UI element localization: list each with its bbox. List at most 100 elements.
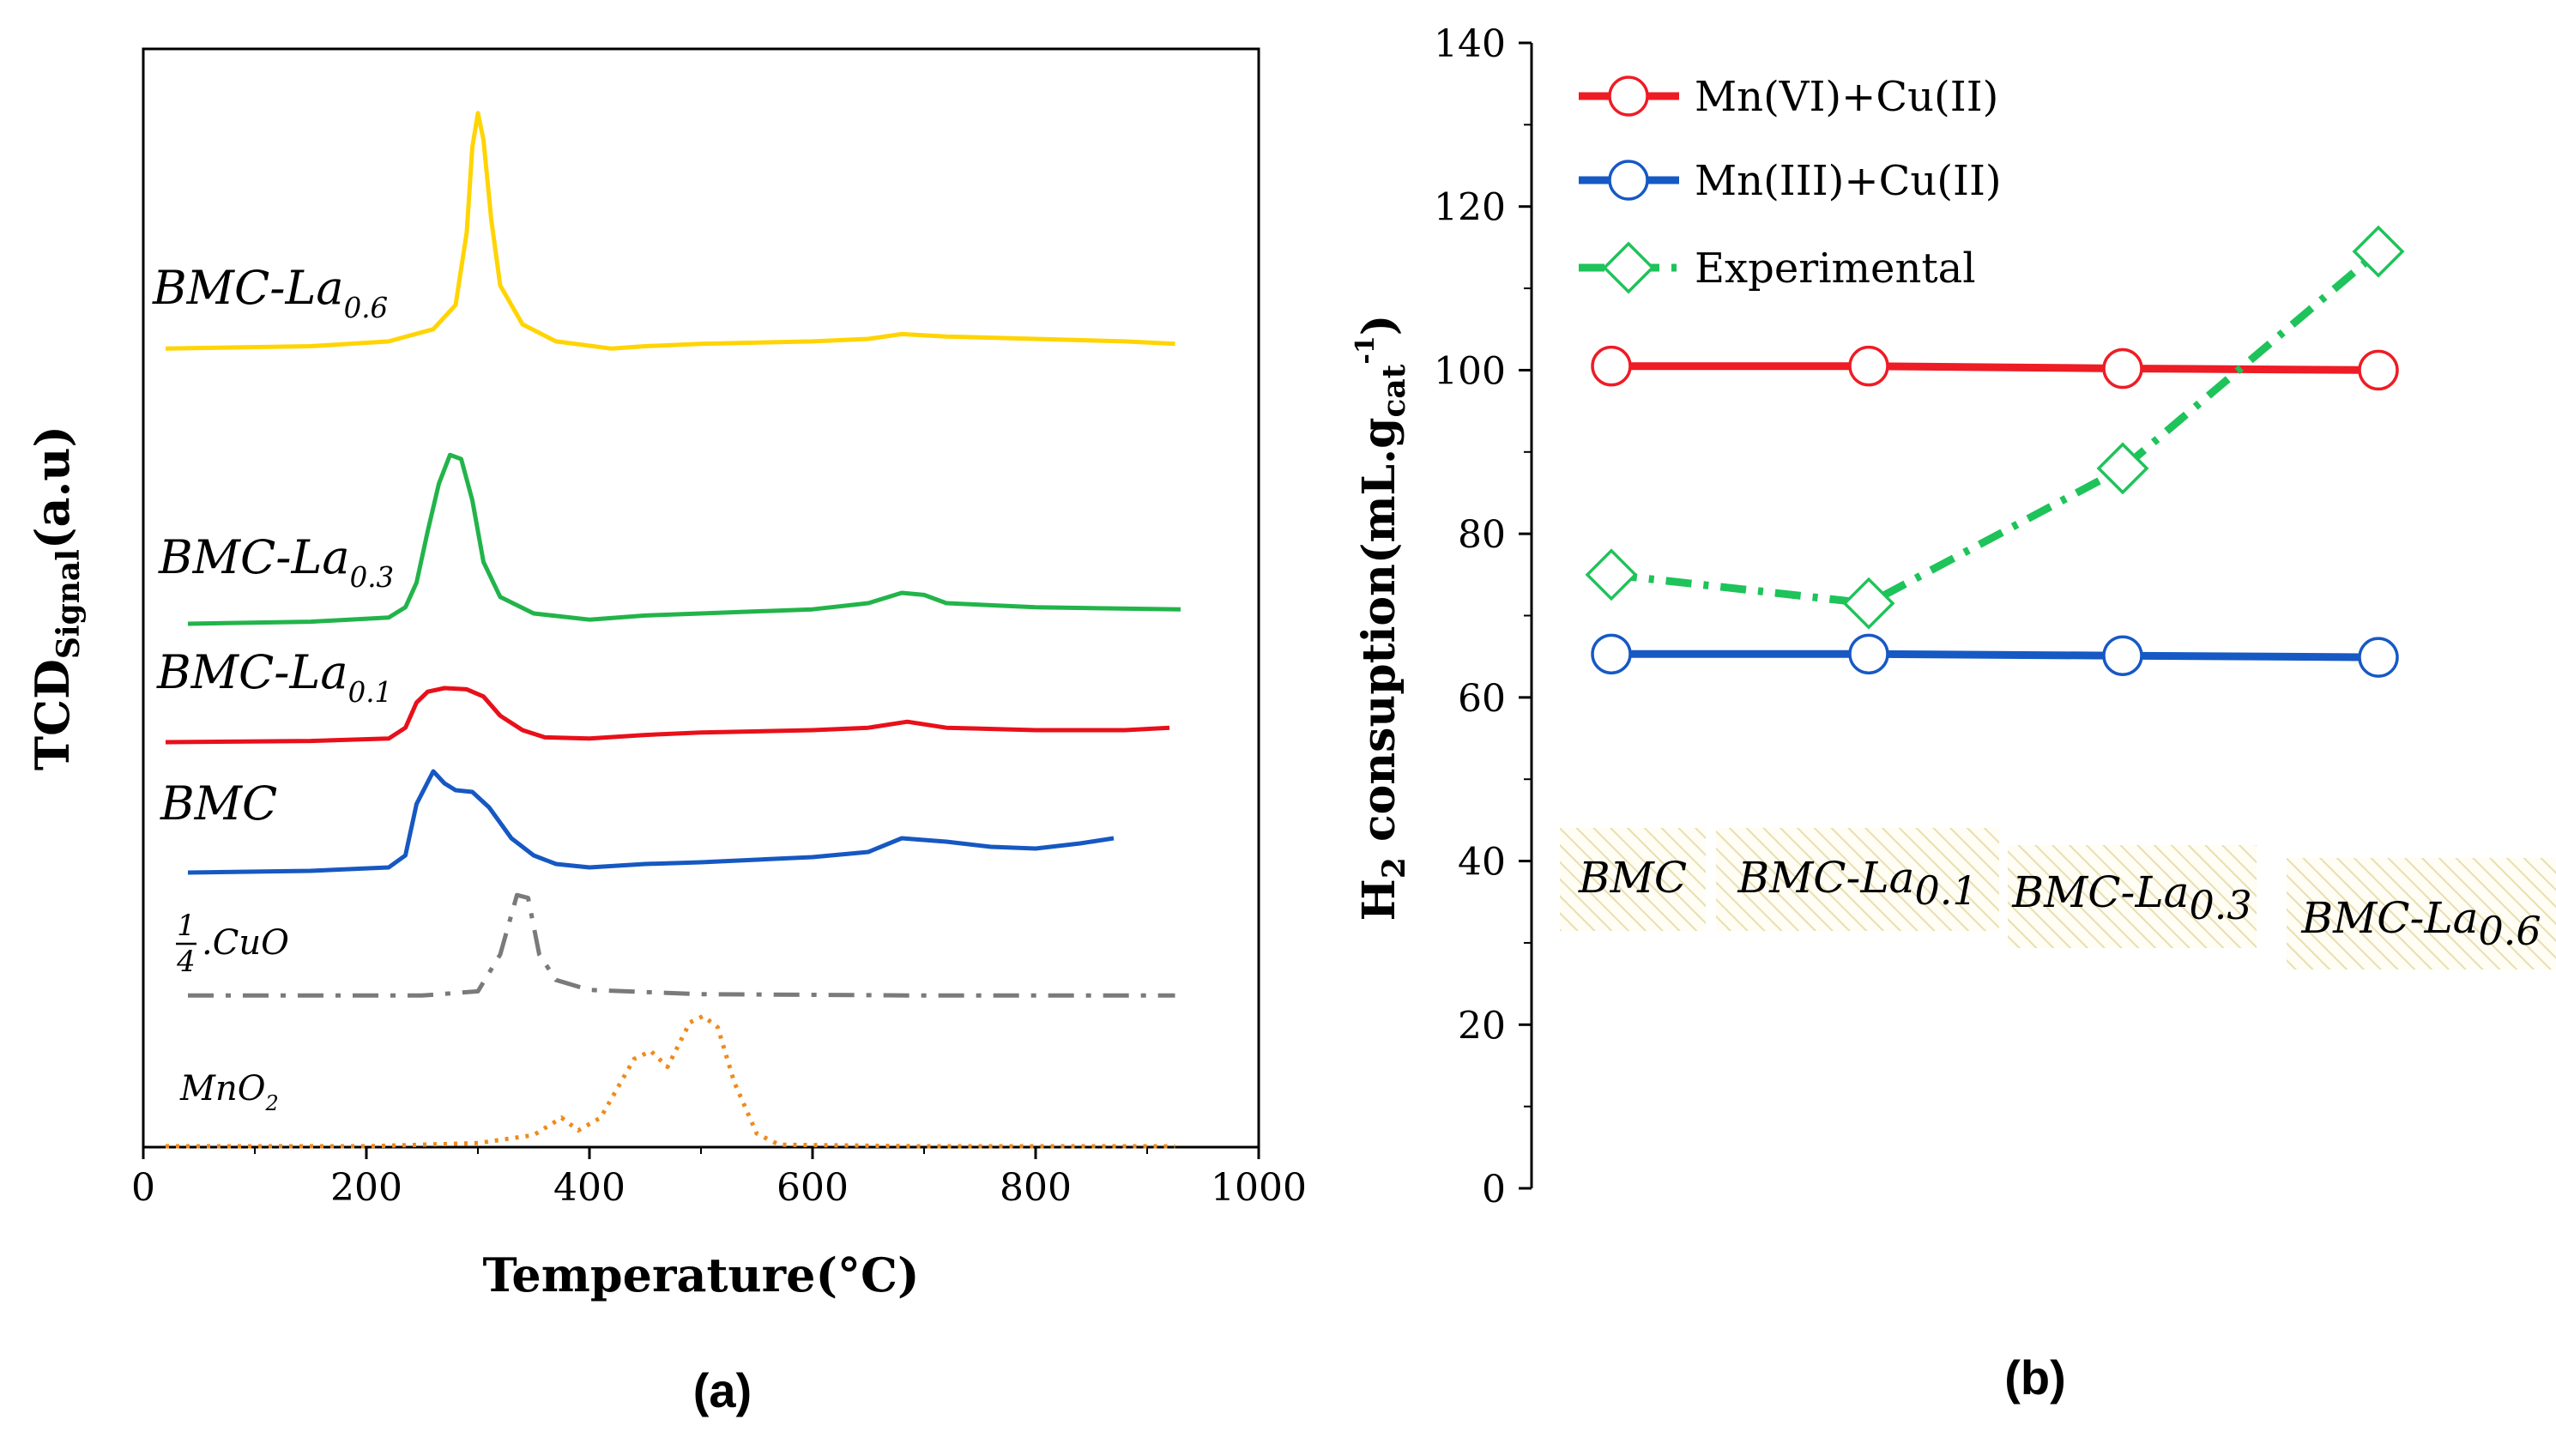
- y-tick-label: 40: [1458, 841, 1506, 885]
- panel-b-label: (b): [2004, 1350, 2066, 1405]
- panel-a-label: (a): [693, 1363, 752, 1417]
- category-label-sub: 0.3: [2189, 882, 2251, 928]
- y-tick-label: 120: [1434, 186, 1506, 230]
- data-point-circle: [1591, 345, 1632, 387]
- b-y-title-sub: 2: [1376, 857, 1412, 879]
- data-point-diamond: [1585, 548, 1638, 601]
- fraction-denominator: 4: [176, 945, 196, 979]
- data-point-diamond: [2352, 225, 2405, 278]
- y-title-main: TCD: [25, 659, 80, 770]
- series-line: [1611, 362, 2379, 374]
- category-label-box: [1716, 828, 1999, 931]
- series-line: [1611, 649, 2379, 662]
- y-title-unit: (a.u): [25, 426, 80, 549]
- series-label-BMC-La0.1: BMC-La0.1: [156, 645, 392, 709]
- x-tick-label: 400: [553, 1166, 625, 1210]
- series-label-main: BMC-La: [158, 530, 350, 584]
- series-label-text: .CuO: [202, 923, 289, 963]
- category-label: BMC: [1578, 853, 1687, 903]
- data-point-circle: [2358, 349, 2399, 391]
- series-label-1/4.CuO: 14 .CuO: [176, 909, 289, 979]
- series-label-sub: 0.1: [348, 676, 393, 709]
- data-point-circle: [1848, 345, 1889, 387]
- panel-a-series-group: [165, 111, 1181, 1149]
- category-label: BMC-La0.3: [2011, 867, 2251, 928]
- x-tick-label: 200: [330, 1166, 402, 1210]
- data-point-circle: [2102, 635, 2143, 676]
- b-y-title-main: H: [1353, 879, 1405, 921]
- series-label-BMC: BMC: [160, 776, 277, 831]
- series-label-main: MnO: [179, 1069, 266, 1109]
- data-point-diamond: [1602, 241, 1655, 294]
- data-point-circle: [2102, 347, 2143, 390]
- panel-a-x-axis-title: Temperature(°C): [482, 1248, 919, 1302]
- series-label-MnO2: MnO2: [179, 1069, 279, 1115]
- series-label-sub: 2: [265, 1091, 279, 1115]
- legend-entry: Experimental: [1579, 241, 1976, 294]
- series-label-BMC-La0.3: BMC-La0.3: [158, 530, 394, 594]
- x-tick-label: 600: [776, 1166, 849, 1210]
- panel-b-y-axis-title: H2 consuption(mL.gcat-1): [1351, 315, 1412, 921]
- series-label-main: BMC-La: [156, 645, 348, 699]
- y-tick-label: 60: [1458, 677, 1506, 721]
- y-tick-label: 100: [1434, 349, 1506, 393]
- series-line-1/4.CuO: [188, 892, 1175, 998]
- b-y-title-sub2: cat: [1376, 364, 1412, 417]
- data-point-circle: [2358, 637, 2399, 678]
- series-label-main: BMC-La: [152, 261, 344, 315]
- y-tick-label: 20: [1458, 1004, 1506, 1048]
- y-tick-label: 140: [1434, 22, 1506, 66]
- data-point-circle: [1848, 633, 1889, 675]
- category-label-box: [2287, 858, 2556, 970]
- legend-label: Mn(III)+Cu(II): [1695, 157, 2002, 205]
- b-y-title-sup: -1: [1351, 335, 1381, 364]
- series-line-BMC-La0.6: [165, 111, 1175, 351]
- series-line: [1610, 248, 2381, 607]
- fraction-numerator: 1: [177, 909, 196, 943]
- panel-b-category-labels: BMC BMC-La0.1 BMC-La0.3 BMC-La0.6: [1560, 828, 2556, 970]
- series-Mn(III)+Cu(II): [1591, 633, 2399, 678]
- y-tick-label: 0: [1482, 1168, 1506, 1211]
- series-Experimental: [1585, 225, 2405, 630]
- category-label-main: BMC-La: [2300, 893, 2478, 943]
- legend-label: Experimental: [1695, 245, 1976, 293]
- x-tick-label: 1000: [1211, 1166, 1307, 1210]
- panel-b-legend: Mn(VI)+Cu(II) Mn(III)+Cu(II) Experimental: [1579, 73, 2002, 294]
- data-point-circle: [1608, 160, 1649, 201]
- category-label-main: BMC: [1578, 853, 1687, 903]
- category-label-box: [1560, 828, 1706, 931]
- panel-a-y-axis-title: TCDSignal(a.u): [25, 426, 87, 770]
- data-point-diamond: [1842, 577, 1895, 630]
- panel-a-frame: [142, 47, 1260, 1149]
- data-point-diamond: [2096, 442, 2149, 495]
- panel-a-chart: 0 200 400 600 800 1000 BMC-La0.6BMC-La0.3BMC-…: [25, 47, 1307, 1417]
- x-tick-label: 800: [1000, 1166, 1072, 1210]
- series-label-main: BMC: [160, 776, 277, 831]
- category-label-sub: 0.1: [1914, 867, 1977, 914]
- category-label-box: [2008, 845, 2257, 948]
- series-Mn(VI)+Cu(II): [1591, 345, 2399, 391]
- series-label-sub: 0.3: [350, 561, 395, 594]
- category-label-main: BMC-La: [1737, 853, 1914, 903]
- panel-b-y-axis: 0 20 40 60 80 100 120 140: [1434, 22, 1532, 1211]
- series-label-sub: 0.6: [344, 292, 389, 324]
- series-line-MnO2: [166, 1013, 1175, 1149]
- legend-entry: Mn(VI)+Cu(II): [1579, 73, 1998, 121]
- series-line-BMC-La0.3: [187, 452, 1181, 626]
- legend-label: Mn(VI)+Cu(II): [1695, 73, 1998, 121]
- b-y-title-rest: consuption(mL.g: [1353, 417, 1405, 857]
- series-line-BMC-La0.1: [165, 686, 1170, 745]
- category-label-sub: 0.6: [2478, 908, 2541, 954]
- panel-b-series-group: [1585, 225, 2405, 678]
- legend-entry: Mn(III)+Cu(II): [1579, 157, 2002, 205]
- b-y-title-end: ): [1353, 315, 1405, 336]
- data-point-circle: [1608, 76, 1649, 117]
- category-label-main: BMC-La: [2011, 867, 2189, 917]
- y-tick-label: 80: [1458, 513, 1506, 557]
- y-title-sub: Signal: [51, 549, 87, 659]
- series-label-BMC-La0.6: BMC-La0.6: [152, 261, 388, 324]
- x-tick-label: 0: [131, 1166, 155, 1210]
